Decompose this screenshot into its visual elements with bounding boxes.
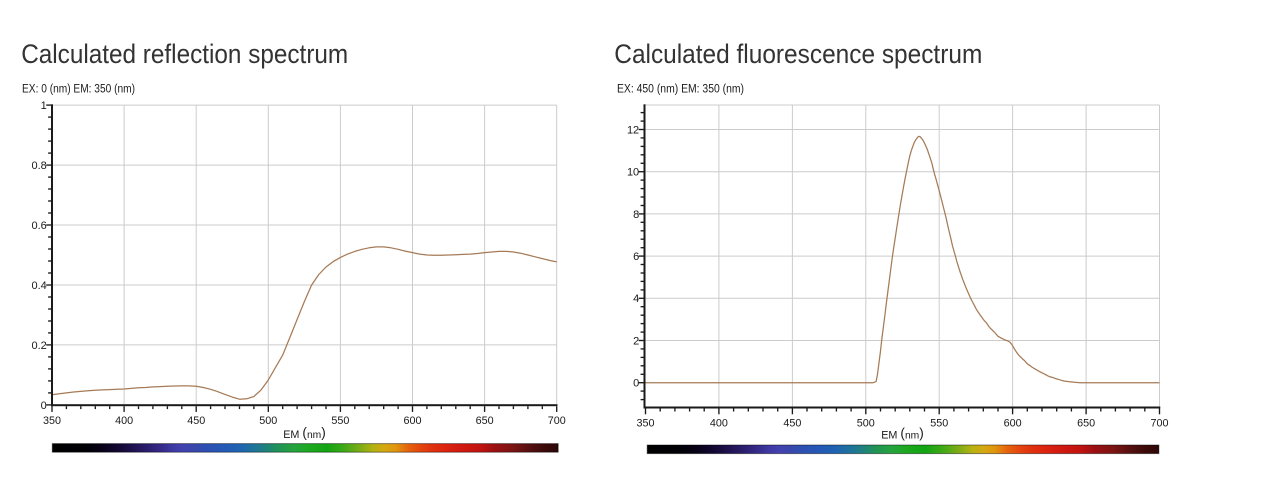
- svg-text:Calculated reflection spectrum: Calculated reflection spectrum: [21, 39, 348, 69]
- svg-text:0.8: 0.8: [32, 160, 47, 172]
- svg-text:450: 450: [783, 417, 801, 429]
- svg-text:550: 550: [930, 417, 948, 429]
- svg-text:450: 450: [187, 415, 205, 427]
- svg-text:550: 550: [331, 415, 349, 427]
- svg-text:500: 500: [259, 415, 277, 427]
- svg-text:8: 8: [633, 209, 639, 221]
- svg-text:0.4: 0.4: [32, 280, 47, 292]
- svg-text:500: 500: [857, 417, 875, 429]
- svg-text:Calculated fluorescence spectr: Calculated fluorescence spectrum: [614, 39, 982, 69]
- svg-text:350: 350: [43, 415, 61, 427]
- svg-text:6: 6: [633, 251, 639, 263]
- svg-text:2: 2: [633, 335, 639, 347]
- svg-text:650: 650: [476, 415, 494, 427]
- svg-text:EX: 0 (nm) EM: 350 (nm): EX: 0 (nm) EM: 350 (nm): [22, 84, 135, 96]
- svg-text:4: 4: [633, 293, 639, 305]
- svg-text:600: 600: [403, 415, 421, 427]
- svg-text:12: 12: [627, 124, 639, 136]
- svg-text:0.6: 0.6: [32, 220, 47, 232]
- svg-text:0: 0: [41, 400, 47, 412]
- svg-text:EX: 450 (nm) EM: 350 (nm): EX: 450 (nm) EM: 350 (nm): [617, 84, 744, 96]
- svg-text:400: 400: [710, 417, 728, 429]
- svg-text:1: 1: [41, 100, 47, 112]
- svg-text:400: 400: [115, 415, 133, 427]
- svg-text:0: 0: [633, 378, 639, 390]
- svg-text:10: 10: [627, 167, 639, 179]
- svg-text:700: 700: [548, 415, 566, 427]
- svg-text:650: 650: [1077, 417, 1095, 429]
- svg-text:600: 600: [1004, 417, 1022, 429]
- svg-text:700: 700: [1150, 417, 1168, 429]
- svg-text:0.2: 0.2: [32, 340, 47, 352]
- svg-text:350: 350: [636, 417, 654, 429]
